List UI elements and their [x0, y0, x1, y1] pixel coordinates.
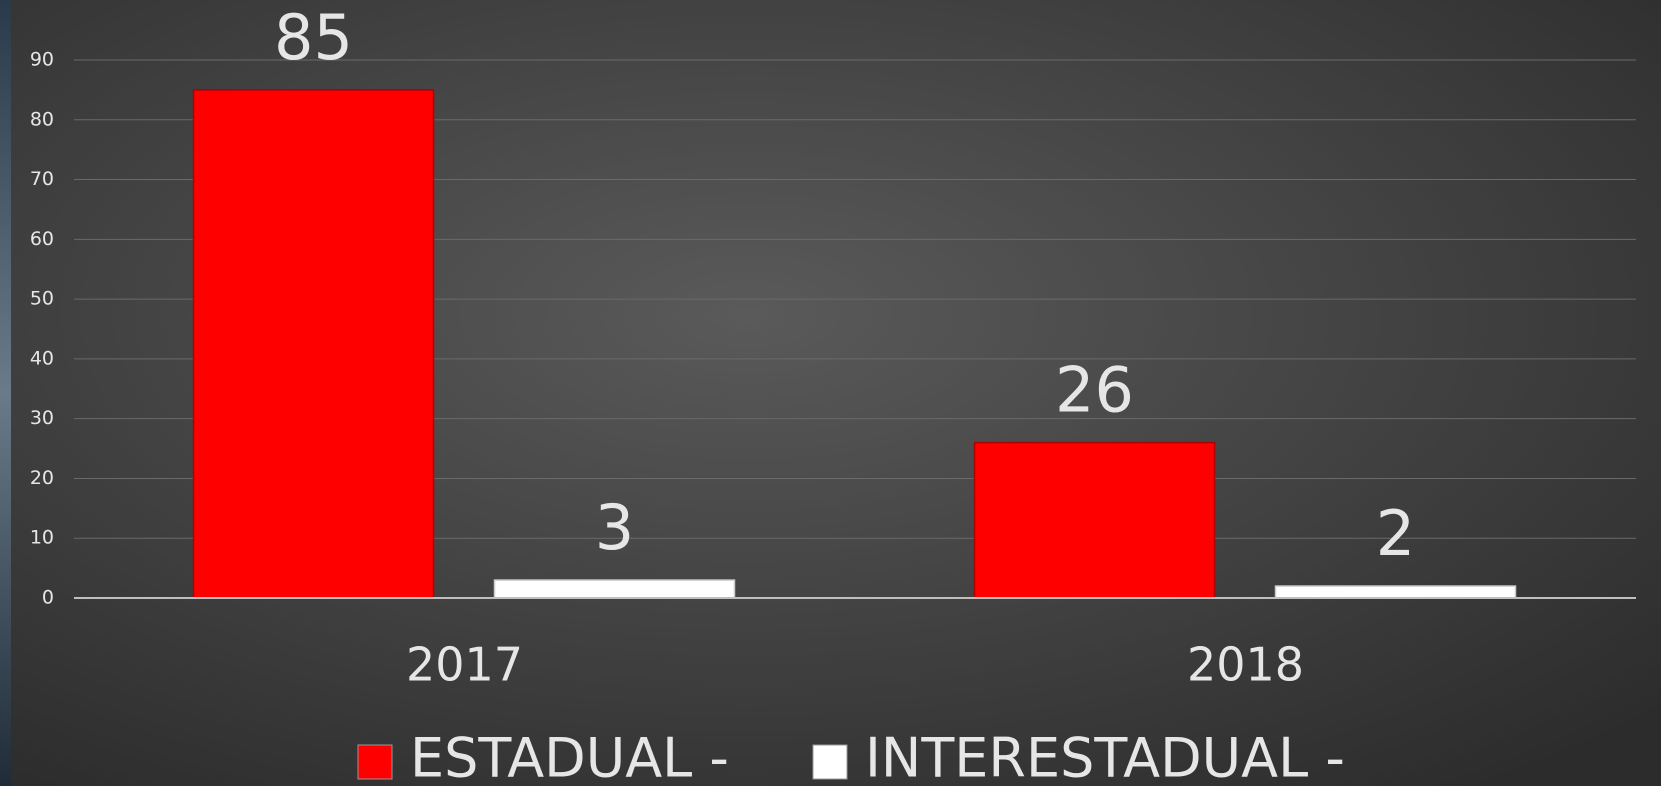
y-tick-label: 30	[30, 407, 54, 429]
data-label: 2	[1376, 497, 1415, 570]
data-label: 26	[1055, 354, 1134, 427]
photo-strip	[0, 0, 11, 786]
legend-swatch	[357, 744, 393, 780]
bar	[1274, 585, 1517, 599]
x-tick-label: 2017	[406, 638, 523, 692]
legend-label: ESTADUAL -	[410, 727, 729, 786]
y-tick-label: 10	[30, 527, 54, 549]
bar	[493, 579, 736, 599]
y-tick-label: 0	[42, 587, 54, 609]
bar	[192, 89, 435, 599]
y-tick-label: 80	[30, 108, 54, 130]
y-tick-label: 60	[30, 228, 54, 250]
data-label: 85	[274, 1, 353, 74]
y-tick-label: 90	[30, 49, 54, 71]
data-label: 3	[595, 491, 634, 564]
y-tick-label: 40	[30, 347, 54, 369]
legend-swatch	[812, 744, 848, 780]
x-tick-label: 2018	[1187, 638, 1304, 692]
bar	[973, 441, 1216, 599]
y-tick-label: 20	[30, 467, 54, 489]
y-tick-label: 70	[30, 168, 54, 190]
y-tick-label: 50	[30, 288, 54, 310]
legend-label: INTERESTADUAL -	[865, 727, 1345, 786]
